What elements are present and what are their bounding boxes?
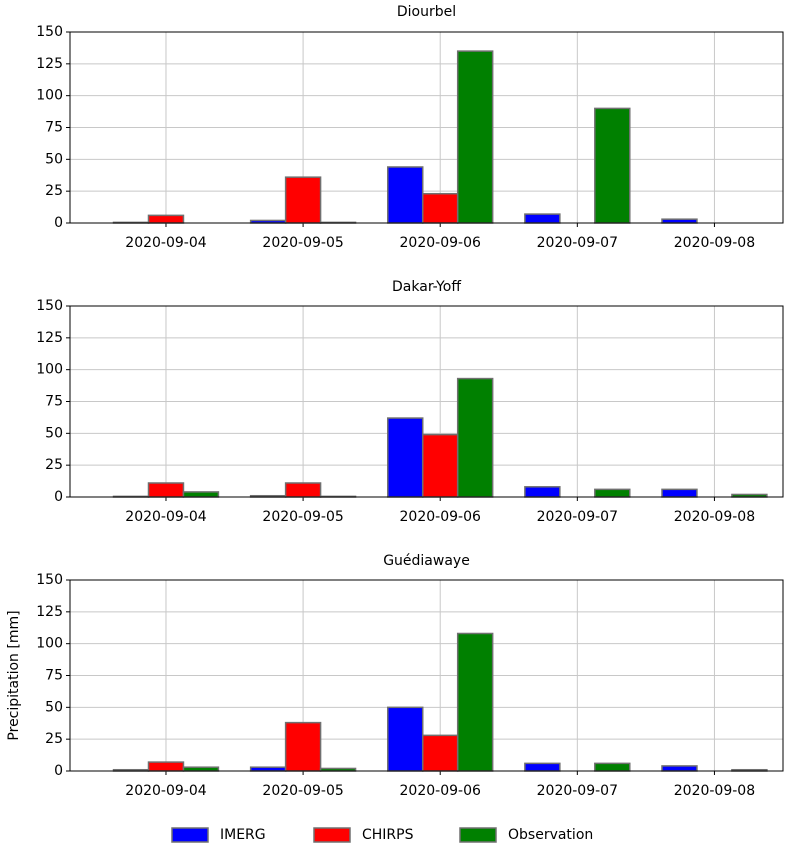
x-tick-label: 2020-09-04 [125,509,206,525]
y-tick-label: 25 [45,457,63,473]
x-tick-label: 2020-09-07 [537,235,618,251]
plot-frame [69,579,784,772]
legend-swatch [313,827,351,843]
y-tick-label: 125 [36,330,63,346]
y-tick-label: 25 [45,183,63,199]
bar [524,213,561,224]
bar [182,766,220,772]
bar [661,218,698,224]
bar [421,433,459,498]
y-tick-label: 100 [36,88,63,104]
bar [661,765,698,772]
bar [284,176,322,224]
x-tick-label: 2020-09-06 [400,783,481,799]
y-tick-label: 150 [36,24,63,40]
bar [421,192,459,224]
subplot-title: Diourbel [397,4,456,20]
y-tick-label: 75 [45,668,63,684]
y-tick-label: 50 [45,425,63,441]
bar [594,107,631,224]
bar [387,417,424,498]
bar [387,166,424,224]
x-tick-label: 2020-09-05 [262,235,343,251]
y-axis-label: Precipitation [mm] [6,610,22,740]
legend-label: IMERG [220,827,266,843]
bar [524,486,561,498]
x-tick-label: 2020-09-08 [674,235,755,251]
x-tick-label: 2020-09-07 [537,783,618,799]
bar [456,632,494,772]
bar [387,706,424,772]
y-tick-label: 150 [36,572,63,588]
x-tick-label: 2020-09-08 [674,783,755,799]
y-tick-label: 50 [45,151,63,167]
bar [421,734,459,772]
y-tick-label: 0 [54,215,63,231]
legend-swatch [459,827,497,843]
y-tick-label: 0 [54,763,63,779]
y-tick-label: 125 [36,604,63,620]
bar [249,766,287,772]
x-tick-label: 2020-09-04 [125,235,206,251]
y-tick-label: 75 [45,120,63,136]
x-tick-label: 2020-09-05 [262,509,343,525]
y-tick-label: 25 [45,731,63,747]
bar [147,214,185,224]
legend-label: Observation [508,827,593,843]
bar [594,762,631,772]
plot-frame [69,31,784,224]
plot-frame [69,305,784,498]
x-tick-label: 2020-09-06 [400,235,481,251]
y-tick-label: 100 [36,362,63,378]
bar [147,761,185,772]
bar [456,377,494,498]
bar [284,721,322,772]
bar [182,491,220,498]
y-tick-label: 50 [45,699,63,715]
y-tick-label: 75 [45,394,63,410]
legend-swatch [171,827,209,843]
bar [284,482,322,498]
bar [594,488,631,498]
subplot-title: Dakar-Yoff [392,279,461,295]
y-tick-label: 100 [36,636,63,652]
bar [524,762,561,772]
x-tick-label: 2020-09-05 [262,783,343,799]
subplot-title: Guédiawaye [383,553,470,569]
bar [661,488,698,498]
x-tick-label: 2020-09-04 [125,783,206,799]
legend-label: CHIRPS [362,827,414,843]
y-tick-label: 125 [36,56,63,72]
x-tick-label: 2020-09-07 [537,509,618,525]
x-tick-label: 2020-09-08 [674,509,755,525]
bar [147,482,185,498]
bar [456,50,494,224]
y-tick-label: 150 [36,298,63,314]
x-tick-label: 2020-09-06 [400,509,481,525]
y-tick-label: 0 [54,489,63,505]
